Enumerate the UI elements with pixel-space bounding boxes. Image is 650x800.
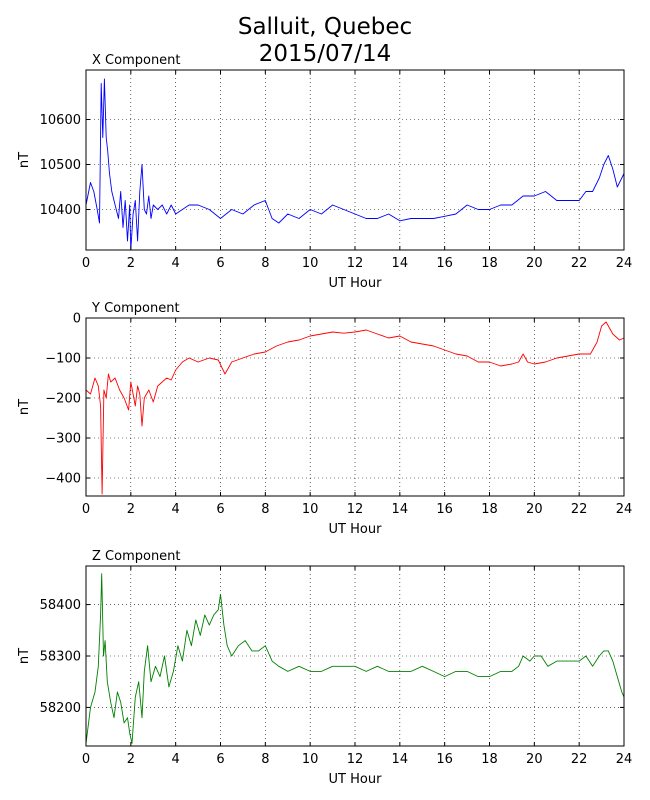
x-tick-label: 10: [302, 502, 319, 517]
x-tick-label: 20: [526, 502, 543, 517]
y-tick-label: −200: [45, 392, 81, 407]
x-tick-label: 8: [261, 502, 269, 517]
x-tick-label: 10: [302, 752, 319, 767]
x-tick-label: 2: [127, 752, 135, 767]
series-line-y: [85, 321, 625, 495]
x-tick-label: 8: [261, 256, 269, 271]
y-tick-label: 10500: [40, 158, 81, 173]
x-tick-label: 4: [172, 256, 180, 271]
x-tick-label: 22: [571, 256, 588, 271]
x-tick-label: 12: [347, 752, 364, 767]
y-tick-label: −300: [45, 432, 81, 447]
x-tick-label: 6: [216, 502, 224, 517]
x-tick-label: 12: [347, 502, 364, 517]
x-tick-label: 6: [216, 256, 224, 271]
x-tick-label: 0: [82, 256, 90, 271]
x-tick-label: 24: [616, 256, 633, 271]
x-tick-label: 18: [481, 502, 498, 517]
x-tick-label: 22: [571, 502, 588, 517]
y-tick-label: −100: [45, 352, 81, 367]
x-tick-label: 2: [127, 256, 135, 271]
x-axis-label: UT Hour: [329, 522, 383, 537]
y-tick-label: 0: [73, 312, 81, 327]
x-tick-label: 2: [127, 502, 135, 517]
x-tick-label: 10: [302, 256, 319, 271]
x-tick-label: 6: [216, 752, 224, 767]
x-tick-label: 4: [172, 502, 180, 517]
panel-title-x: X Component: [92, 53, 181, 68]
x-tick-label: 18: [481, 752, 498, 767]
x-tick-label: 0: [82, 502, 90, 517]
y-tick-label: 58400: [40, 598, 81, 613]
x-axis-label: UT Hour: [329, 772, 383, 787]
series-line-x: [85, 78, 625, 251]
x-tick-label: 20: [526, 752, 543, 767]
x-tick-label: 14: [392, 752, 409, 767]
x-tick-label: 16: [436, 256, 453, 271]
y-tick-label: 58300: [40, 650, 81, 665]
x-tick-label: 20: [526, 256, 543, 271]
y-tick-label: 10400: [40, 203, 81, 218]
x-tick-label: 16: [436, 752, 453, 767]
figure-title-line1: Salluit, Quebec: [238, 14, 412, 40]
y-axis-label: nT: [17, 152, 32, 168]
x-tick-label: 14: [392, 502, 409, 517]
panel-title-z: Z Component: [92, 549, 181, 564]
x-tick-label: 8: [261, 752, 269, 767]
y-tick-label: 10600: [40, 113, 81, 128]
series-line-z: [85, 573, 625, 744]
x-tick-label: 4: [172, 752, 180, 767]
x-axis-label: UT Hour: [329, 276, 383, 291]
x-tick-label: 24: [616, 502, 633, 517]
x-tick-label: 24: [616, 752, 633, 767]
x-tick-label: 12: [347, 256, 364, 271]
panel-title-y: Y Component: [91, 301, 180, 316]
x-tick-label: 22: [571, 752, 588, 767]
y-tick-label: 58200: [40, 701, 81, 716]
y-axis-label: nT: [17, 648, 32, 664]
y-tick-label: −400: [45, 472, 81, 487]
x-tick-label: 0: [82, 752, 90, 767]
x-tick-label: 18: [481, 256, 498, 271]
y-axis-label: nT: [17, 399, 32, 415]
figure-title-line2: 2015/07/14: [259, 41, 392, 67]
x-tick-label: 16: [436, 502, 453, 517]
x-tick-label: 14: [392, 256, 409, 271]
panel-y: 0 2 4 6 8 10 12 14 16 18 20 22 240−100−200−300−400Y …: [17, 301, 632, 537]
